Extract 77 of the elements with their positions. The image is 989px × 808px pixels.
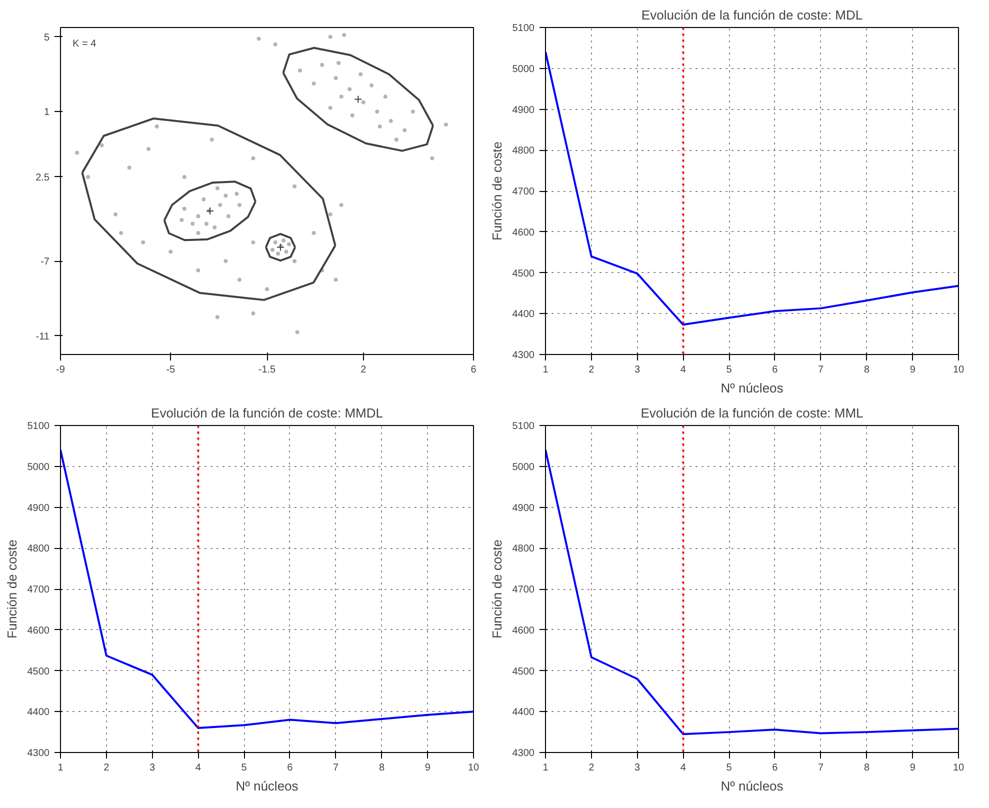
- y-tick-label: 4800: [512, 544, 535, 555]
- y-tick-label: 5000: [512, 64, 535, 75]
- y-tick-label: -7: [40, 256, 50, 268]
- x-tick-label: 5: [241, 762, 248, 774]
- y-tick-label: 5000: [27, 462, 50, 473]
- x-tick-label: 6: [772, 364, 778, 376]
- y-tick-label: 5100: [512, 23, 535, 34]
- x-axis-title: Nº núcleos: [720, 778, 784, 794]
- y-tick-label: 4500: [512, 666, 535, 678]
- y-tick-label: 4400: [27, 707, 50, 718]
- x-tick-label: -5: [166, 364, 176, 376]
- x-tick-label: 1: [542, 762, 549, 774]
- y-tick-label: 4300: [27, 748, 50, 759]
- x-tick-label: 1: [58, 762, 64, 774]
- y-tick-label: 4600: [512, 625, 535, 636]
- x-tick-label: 10: [952, 364, 964, 376]
- x-tick-label: 7: [333, 762, 340, 774]
- chart-title: Evolución de la función de coste: MML: [640, 406, 864, 420]
- x-tick-label: 3: [634, 762, 640, 774]
- x-axis-title: Nº núcleos: [236, 778, 299, 794]
- x-tick-label: 7: [818, 364, 824, 376]
- x-tick-label: 3: [634, 364, 640, 376]
- x-tick-label: 4: [680, 364, 686, 376]
- x-tick-label: 2: [588, 762, 595, 774]
- y-tick-label: 4900: [512, 104, 535, 116]
- x-tick-label: 4: [680, 762, 686, 774]
- y-tick-label: 4800: [512, 146, 535, 157]
- y-tick-label: 5100: [27, 421, 50, 432]
- y-tick-label: 4300: [512, 748, 535, 759]
- x-axis-title: Nº núcleos: [720, 380, 784, 396]
- chart-title: Evolución de la función de coste: MMDL: [151, 406, 383, 420]
- y-tick-label: 4700: [27, 584, 50, 596]
- x-tick-label: 9: [910, 762, 916, 774]
- y-tick-label: 1: [44, 107, 50, 118]
- y-axis-title: Función de coste: [489, 539, 504, 638]
- y-axis-title: Función de coste: [4, 539, 20, 638]
- x-tick-label: 2: [104, 762, 110, 774]
- x-tick-label: 5: [726, 364, 732, 376]
- x-tick-label: -1.5: [258, 364, 276, 376]
- y-tick-label: 4500: [512, 268, 535, 280]
- y-tick-label: -11: [36, 331, 50, 342]
- y-tick-label: 5000: [512, 462, 535, 473]
- y-tick-label: 4500: [27, 666, 50, 678]
- y-tick-label: 4400: [512, 707, 535, 718]
- x-tick-label: 3: [149, 762, 156, 774]
- y-tick-label: 5100: [512, 421, 535, 432]
- x-tick-label: 6: [772, 762, 778, 774]
- y-tick-label: 2.5: [36, 172, 50, 184]
- x-tick-label: 5: [726, 762, 732, 774]
- chart-title: Evolución de la función de coste: MDL: [641, 8, 863, 22]
- y-tick-label: 4600: [27, 625, 50, 636]
- x-tick-label: 1: [542, 364, 549, 376]
- y-tick-label: 4700: [512, 186, 535, 198]
- y-tick-label: 4600: [512, 227, 535, 238]
- x-tick-label: 7: [818, 762, 824, 774]
- x-tick-label: 8: [864, 364, 870, 376]
- annotation: K = 4: [72, 38, 97, 50]
- y-tick-label: 4300: [512, 350, 535, 361]
- x-tick-label: 8: [864, 762, 870, 774]
- x-tick-label: 8: [378, 762, 385, 774]
- x-tick-label: 4: [195, 762, 202, 774]
- x-tick-label: 6: [287, 762, 294, 774]
- x-tick-label: 10: [468, 762, 480, 774]
- x-tick-label: 9: [910, 364, 916, 376]
- x-tick-label: -9: [56, 364, 66, 376]
- x-tick-label: 10: [952, 762, 964, 774]
- y-tick-label: 4700: [512, 584, 535, 596]
- x-tick-label: 2: [360, 364, 367, 376]
- y-tick-label: 4900: [512, 502, 535, 514]
- y-tick-label: 4400: [512, 309, 535, 320]
- y-tick-label: 4800: [27, 544, 50, 555]
- y-tick-label: 4900: [27, 502, 50, 514]
- y-axis-title: Función de coste: [489, 141, 504, 240]
- x-tick-label: 2: [588, 364, 595, 376]
- x-tick-label: 6: [470, 364, 477, 376]
- x-tick-label: 9: [424, 762, 431, 774]
- y-tick-label: 5: [44, 32, 50, 44]
